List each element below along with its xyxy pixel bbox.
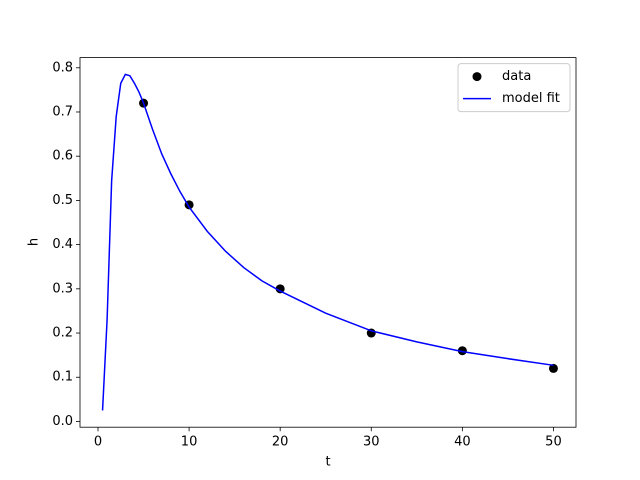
y-tick-label: 0.5 [52,193,73,208]
y-tick-label: 0.8 [52,60,73,75]
plot-frame [79,57,577,428]
legend-box [457,63,571,113]
legend-label: data [502,69,531,84]
x-tick-label: 10 [181,435,198,450]
x-tick-label: 40 [454,435,471,450]
x-tick-label: 30 [363,435,380,450]
x-axis-label: t [325,455,330,470]
y-tick-label: 0.0 [52,414,73,429]
y-tick-label: 0.1 [52,370,73,385]
x-tick-label: 50 [545,435,562,450]
legend-marker [472,72,482,82]
x-tick-label: 20 [272,435,289,450]
data-point [548,363,558,373]
y-tick-label: 0.3 [52,281,73,296]
x-tick-label: 0 [94,435,102,450]
fit-line [101,73,554,411]
data-point [457,346,467,356]
data-point [275,284,285,294]
y-tick-label: 0.2 [52,326,73,341]
legend-label: model fit [502,91,560,106]
y-axis-label: h [27,238,42,246]
y-tick-label: 0.6 [52,149,73,164]
y-tick-label: 0.4 [52,237,73,252]
y-tick-label: 0.7 [52,104,73,119]
